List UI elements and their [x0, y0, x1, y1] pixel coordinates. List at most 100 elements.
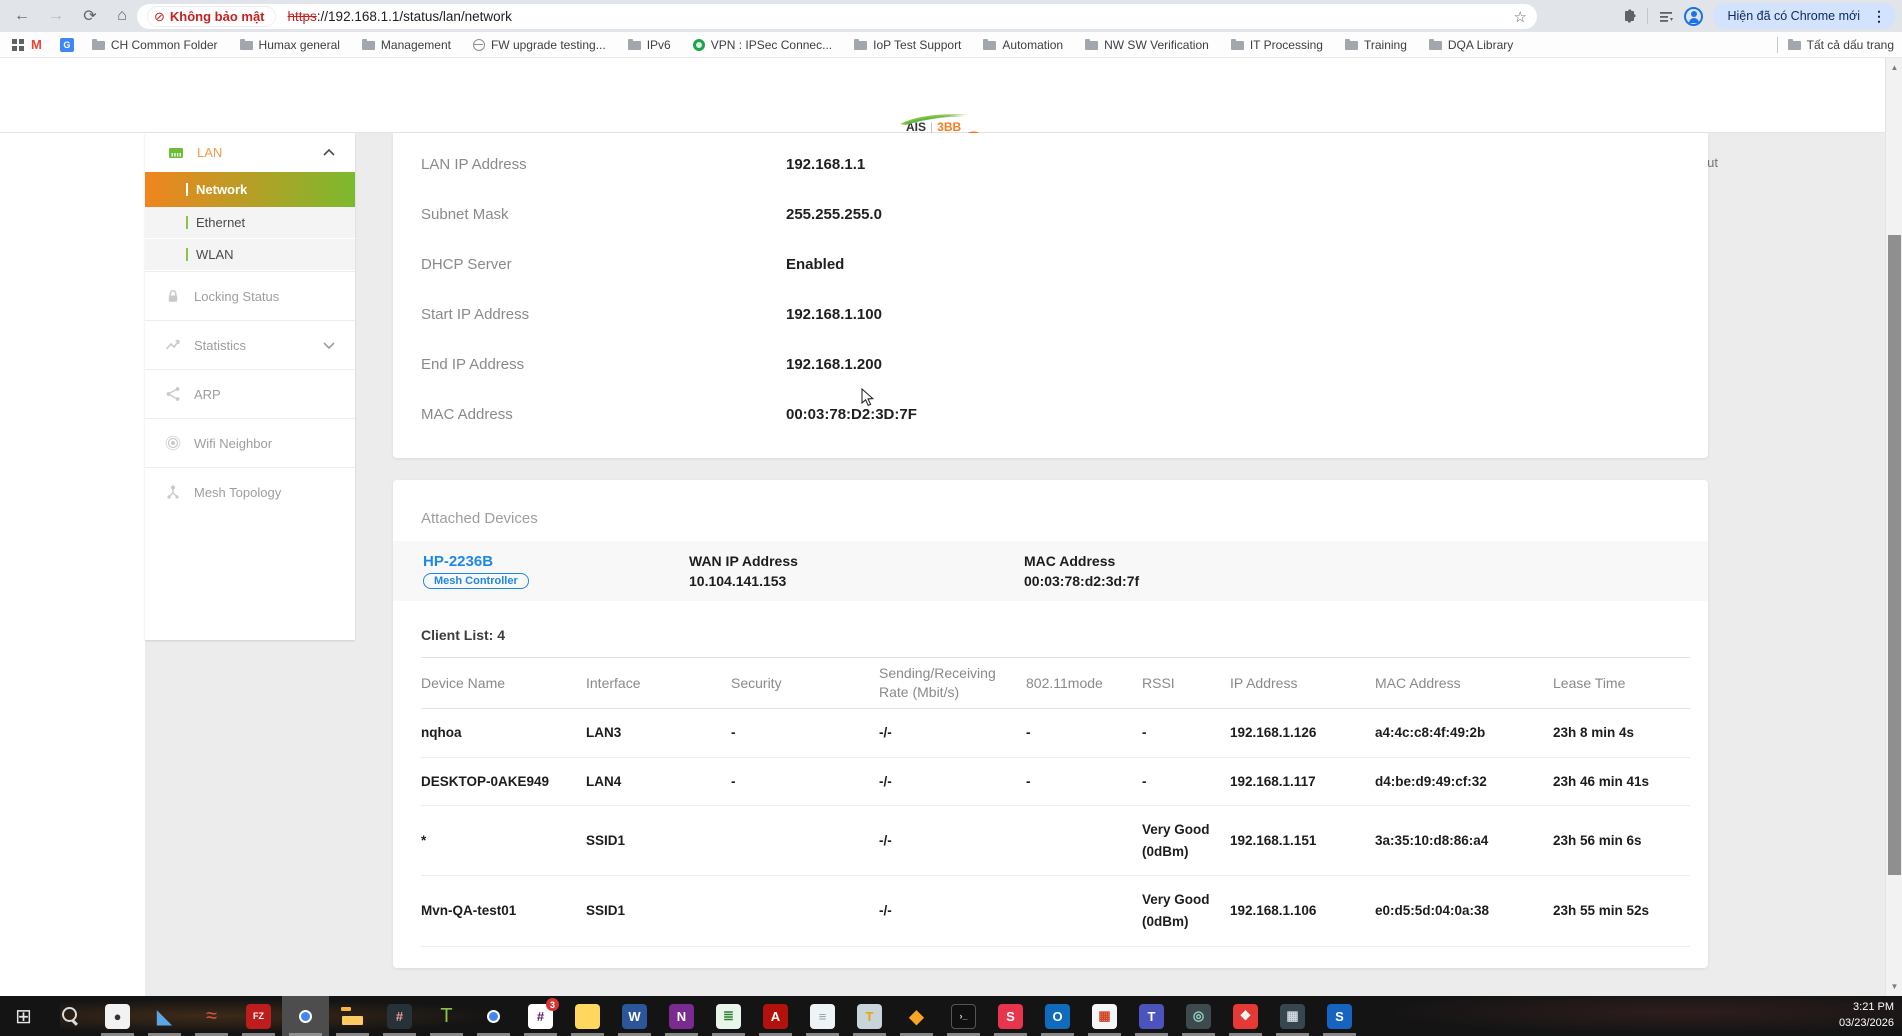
taskbar-app[interactable]: [329, 996, 376, 1036]
gmail-icon[interactable]: M: [31, 37, 42, 52]
bookmark-item[interactable]: IoP Test Support: [854, 38, 961, 52]
not-secure-icon: ⊘: [154, 9, 165, 24]
taskbar-app[interactable]: W: [611, 996, 658, 1036]
table-cell: SSID1: [586, 903, 626, 919]
bookmark-item[interactable]: FW upgrade testing...: [472, 38, 606, 52]
taskbar-clock[interactable]: 3:21 PM 03/23/2026: [1839, 1000, 1894, 1032]
taskbar-app[interactable]: T: [846, 996, 893, 1036]
all-bookmarks-button[interactable]: Tất cả dấu trang: [1787, 38, 1894, 52]
scroll-down-icon[interactable]: ▼: [1890, 982, 1899, 991]
bookmark-item[interactable]: CH Common Folder: [91, 38, 218, 52]
taskbar-app[interactable]: ≣: [705, 996, 752, 1036]
back-icon[interactable]: ←: [14, 7, 30, 24]
file-explorer-icon: [341, 1006, 364, 1026]
bookmark-item[interactable]: IT Processing: [1230, 38, 1323, 52]
windows-taskbar: ⊞ ● ◣ ≈: [0, 996, 1902, 1036]
home-icon[interactable]: ⌂: [117, 7, 127, 24]
taskbar-app[interactable]: ◎: [1175, 996, 1222, 1036]
info-label: End IP Address: [421, 355, 525, 373]
taskbar-app[interactable]: ›_: [940, 996, 987, 1036]
sidebar-item-wifi-neighbor[interactable]: Wifi Neighbor: [145, 418, 355, 467]
bookmark-item[interactable]: Automation: [983, 38, 1063, 52]
scroll-up-icon[interactable]: ▲: [1890, 63, 1899, 72]
tab-search-icon[interactable]: [1658, 8, 1674, 24]
taskbar-app[interactable]: #: [376, 996, 423, 1036]
taskbar-app[interactable]: A: [752, 996, 799, 1036]
taskbar-app[interactable]: ◆: [893, 996, 940, 1036]
bookmark-item[interactable]: Training: [1344, 38, 1407, 52]
taskbar-app[interactable]: # 3: [517, 996, 564, 1036]
taskbar-app[interactable]: [282, 996, 329, 1036]
info-label: MAC Address: [421, 405, 513, 423]
bookmark-item[interactable]: DQA Library: [1428, 37, 1514, 52]
sidebar-wlan-label: WLAN: [196, 247, 234, 262]
taskbar-app[interactable]: FZ: [235, 996, 282, 1036]
device-link[interactable]: HP-2236B: [423, 553, 494, 570]
reload-icon[interactable]: ⟳: [83, 8, 97, 25]
info-label: Subnet Mask: [421, 205, 509, 223]
taskbar-app[interactable]: ≡: [799, 996, 846, 1036]
mesh-controller-badge: Mesh Controller: [423, 573, 529, 589]
bookmark-item[interactable]: VPN : IPSec Connec...: [692, 38, 832, 52]
bookmark-item[interactable]: IPv6: [627, 38, 671, 52]
taskbar-app[interactable]: ▦: [1081, 996, 1128, 1036]
bookmark-item[interactable]: Management: [361, 38, 451, 52]
sidebar-item-statistics[interactable]: Statistics: [145, 320, 355, 369]
address-bar[interactable]: ⊘ Không bảo mật https://192.168.1.1/stat…: [137, 4, 1537, 29]
sidebar-item-mesh-topology[interactable]: Mesh Topology: [145, 467, 355, 516]
sidebar-item-ethernet[interactable]: Ethernet: [145, 207, 355, 239]
taskbar-app[interactable]: [564, 996, 611, 1036]
taskbar-app[interactable]: ▦: [1269, 996, 1316, 1036]
taskbar-app[interactable]: ◣: [141, 996, 188, 1036]
page-scrollbar[interactable]: ▲ ▼: [1885, 58, 1902, 996]
taskbar-app[interactable]: [470, 996, 517, 1036]
taskbar-app[interactable]: S: [987, 996, 1034, 1036]
taskbar-app[interactable]: S: [1316, 996, 1363, 1036]
device-mac-label: MAC Address: [1024, 553, 1116, 569]
bookmark-label: NW SW Verification: [1104, 37, 1209, 52]
taskbar-app[interactable]: ❖: [1222, 996, 1269, 1036]
table-header-cell: IP Address: [1230, 674, 1298, 691]
table-cell: Very Good (0dBm): [1142, 822, 1210, 859]
taskbar-app[interactable]: O: [1034, 996, 1081, 1036]
scrollbar-thumb[interactable]: [1888, 235, 1901, 875]
sidebar-item-network[interactable]: Network: [145, 172, 355, 207]
outlook-icon: O: [1045, 1003, 1070, 1029]
table-cell: -: [1026, 773, 1031, 789]
bookmark-item[interactable]: NW SW Verification: [1085, 38, 1209, 52]
taskbar-app[interactable]: ●: [94, 996, 141, 1036]
translate-icon[interactable]: G: [59, 37, 74, 52]
taskbar-app[interactable]: N: [658, 996, 705, 1036]
sidebar-item-wlan[interactable]: WLAN: [145, 239, 355, 271]
mouse-cursor: [861, 388, 875, 407]
left-rail: [0, 133, 145, 996]
extensions-icon[interactable]: [1621, 8, 1637, 24]
chrome-profile-icon: [481, 1004, 506, 1029]
taskbar-app[interactable]: T: [1128, 996, 1175, 1036]
taskbar-app[interactable]: [47, 996, 94, 1036]
taskbar-app[interactable]: ≈: [188, 996, 235, 1036]
profile-avatar[interactable]: [1684, 6, 1704, 26]
bookmark-star-icon[interactable]: ☆: [1513, 8, 1527, 26]
bookmark-item[interactable]: Humax general: [239, 38, 340, 52]
table-cell: -: [731, 773, 736, 789]
sidebar-item-lan[interactable]: LAN: [145, 133, 355, 172]
table-cell: nqhoa: [421, 725, 462, 740]
forward-icon[interactable]: →: [48, 7, 64, 24]
logo-swoosh-icon: [900, 114, 968, 125]
table-cell: 192.168.1.126: [1230, 725, 1317, 740]
bookmark-label: IoP Test Support: [873, 37, 962, 52]
bookmark-label: DQA Library: [1447, 37, 1514, 52]
browser-menu-icon[interactable]: ⋮: [1872, 7, 1886, 24]
wireshark-icon: ◣: [156, 1005, 173, 1028]
sidebar-item-arp[interactable]: ARP: [145, 369, 355, 418]
security-chip[interactable]: ⊘ Không bảo mật: [147, 6, 276, 27]
apps-grid-icon[interactable]: [12, 38, 17, 44]
folder-icon: [627, 39, 641, 50]
sidebar-item-locking-status[interactable]: Locking Status: [145, 271, 355, 320]
taskbar-app[interactable]: T: [423, 996, 470, 1036]
taskbar-app[interactable]: ⊞: [0, 996, 47, 1036]
chrome-update-button[interactable]: Hiện đã có Chrome mới ⋮: [1713, 3, 1896, 29]
table-row: Mvn-QA-test01 SSID1 -/- Very Good (0dBm)…: [421, 876, 1690, 947]
